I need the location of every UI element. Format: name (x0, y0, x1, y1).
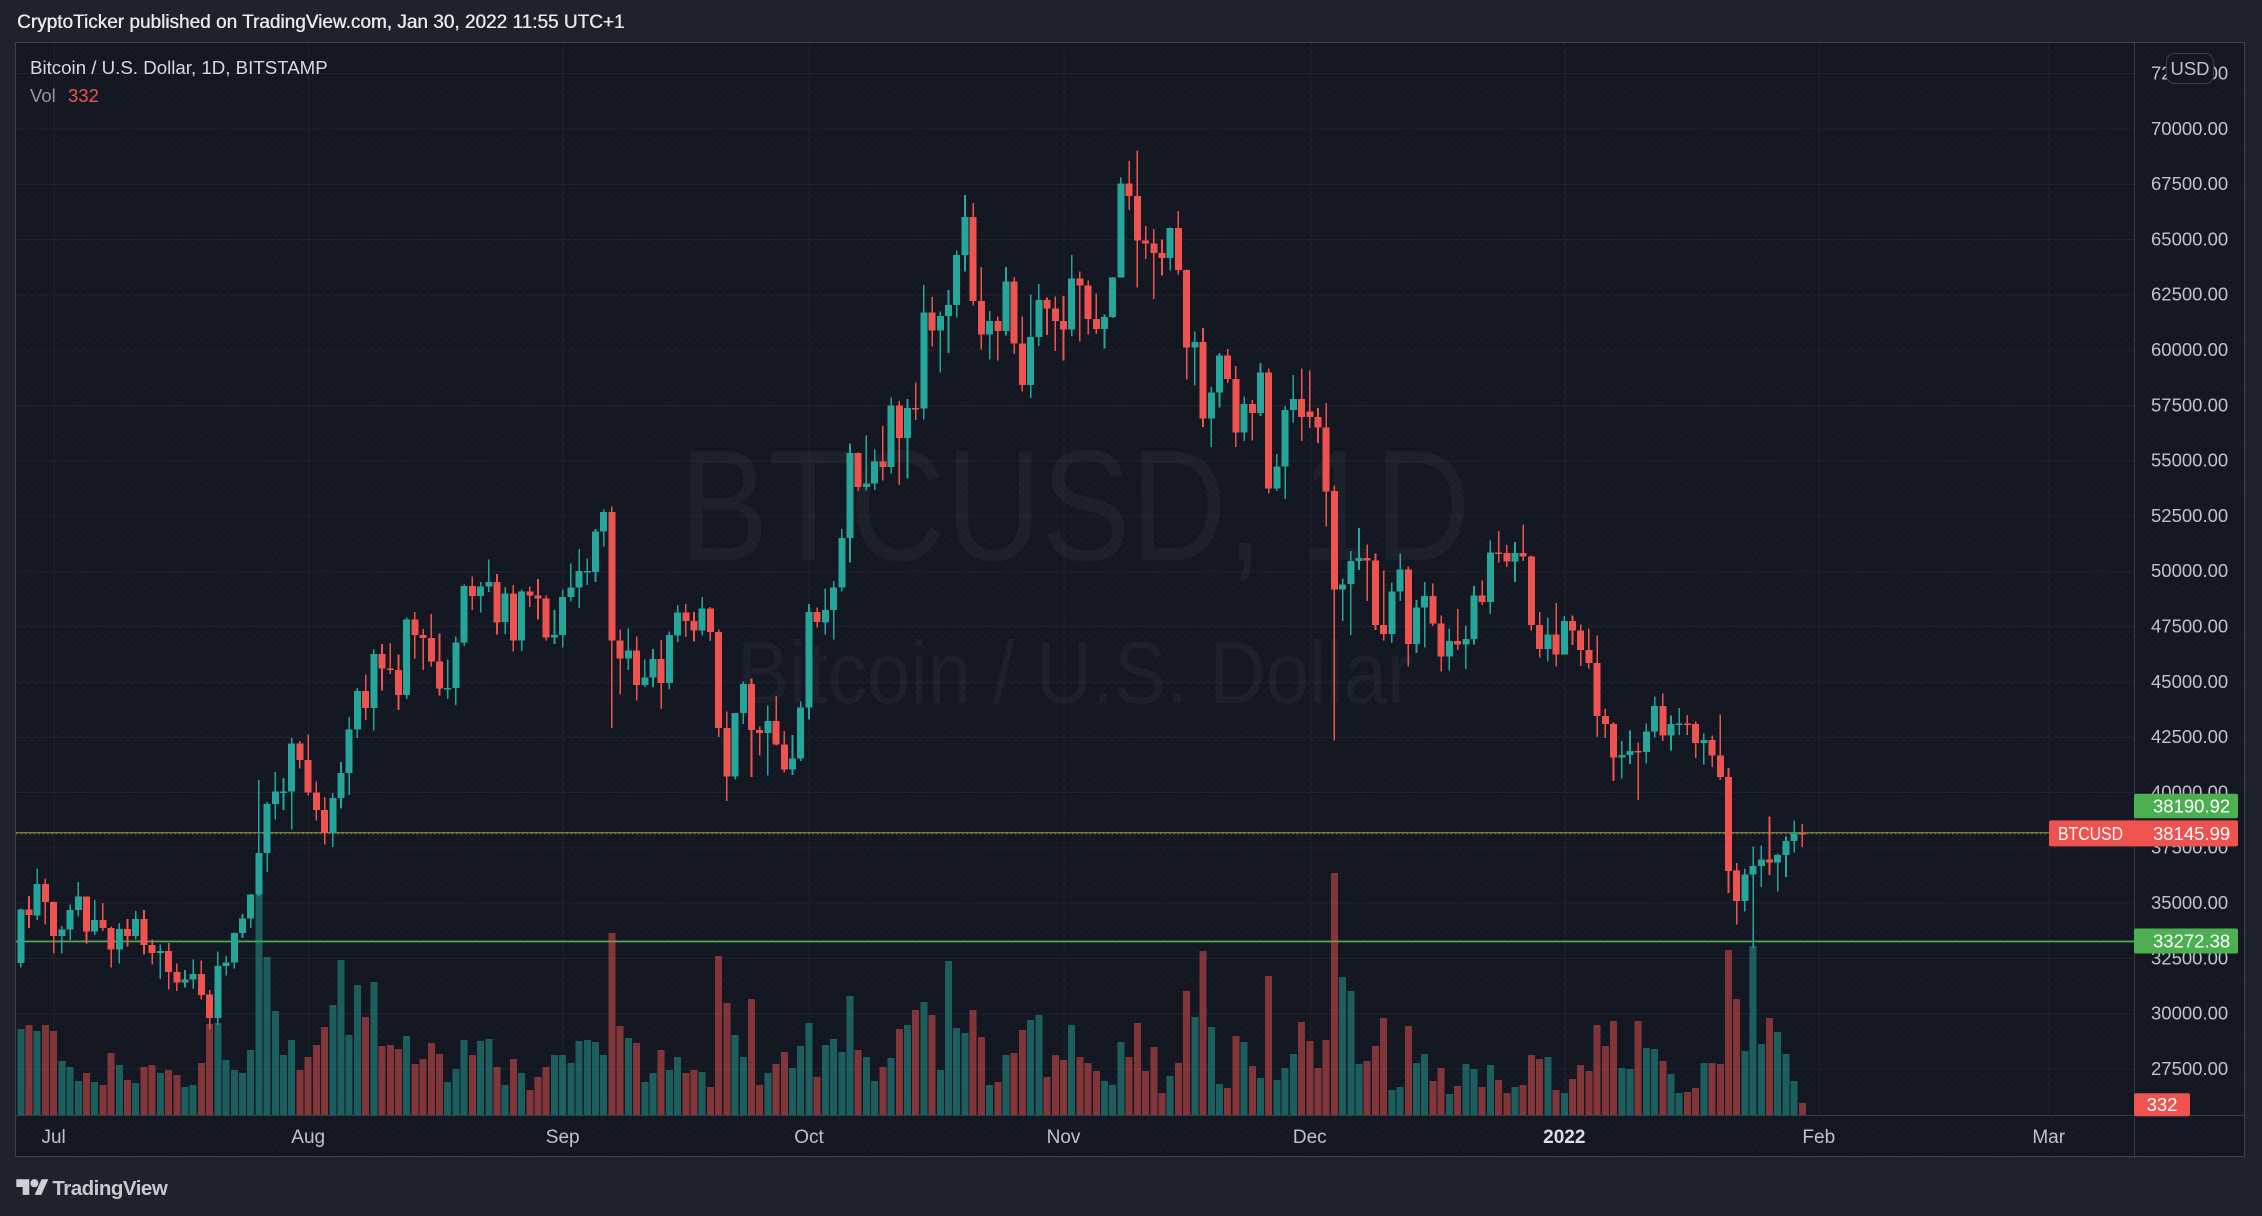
svg-text:45000.00: 45000.00 (2151, 671, 2228, 692)
svg-text:2022: 2022 (1543, 1127, 1585, 1148)
svg-text:332: 332 (2147, 1094, 2178, 1115)
svg-text:TradingView: TradingView (52, 1177, 167, 1200)
svg-text:332: 332 (68, 85, 99, 106)
svg-text:BTCUSD: BTCUSD (2058, 823, 2123, 844)
svg-text:60000.00: 60000.00 (2151, 339, 2228, 360)
svg-text:50000.00: 50000.00 (2151, 560, 2228, 581)
svg-text:62500.00: 62500.00 (2151, 284, 2228, 305)
svg-text:55000.00: 55000.00 (2151, 450, 2228, 471)
svg-text:70000.00: 70000.00 (2151, 118, 2228, 139)
svg-text:BTCUSD, 1D: BTCUSD, 1D (680, 418, 1471, 594)
svg-text:Jul: Jul (41, 1127, 65, 1148)
svg-text:47500.00: 47500.00 (2151, 616, 2228, 637)
svg-text:67500.00: 67500.00 (2151, 173, 2228, 194)
svg-text:30000.00: 30000.00 (2151, 1003, 2228, 1024)
svg-text:38190.92: 38190.92 (2153, 796, 2230, 817)
svg-text:35000.00: 35000.00 (2151, 892, 2228, 913)
svg-text:65000.00: 65000.00 (2151, 228, 2228, 249)
svg-text:33272.38: 33272.38 (2153, 931, 2230, 952)
svg-text:Vol: Vol (30, 85, 56, 106)
svg-text:Feb: Feb (1802, 1127, 1835, 1148)
svg-text:Dec: Dec (1293, 1127, 1327, 1148)
svg-text:Bitcoin / U.S. Dollar, 1D, BIT: Bitcoin / U.S. Dollar, 1D, BITSTAMP (30, 57, 328, 78)
svg-text:52500.00: 52500.00 (2151, 505, 2228, 526)
svg-text:27500.00: 27500.00 (2151, 1058, 2228, 1079)
svg-text:42500.00: 42500.00 (2151, 726, 2228, 747)
svg-text:Aug: Aug (291, 1127, 325, 1148)
svg-text:Oct: Oct (794, 1127, 824, 1148)
svg-text:Sep: Sep (546, 1127, 580, 1148)
svg-text:Bitcoin / U.S. Dollar: Bitcoin / U.S. Dollar (737, 623, 1413, 722)
svg-text:57500.00: 57500.00 (2151, 394, 2228, 415)
svg-text:USD: USD (2170, 58, 2209, 79)
svg-text:Nov: Nov (1047, 1127, 1081, 1148)
svg-text:38145.99: 38145.99 (2153, 823, 2230, 844)
svg-text:Mar: Mar (2032, 1127, 2065, 1148)
